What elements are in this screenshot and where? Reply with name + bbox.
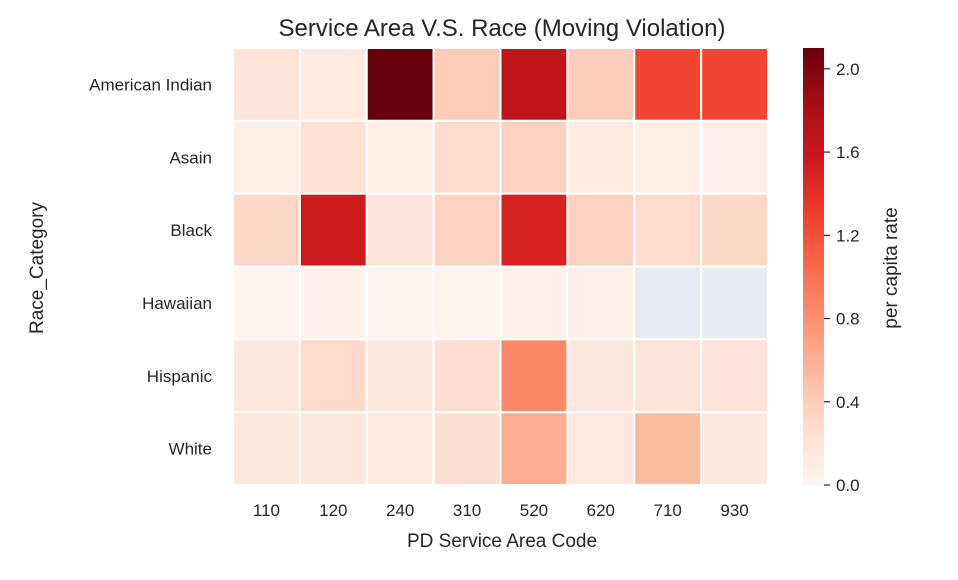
x-tick-label: 520 [520, 501, 548, 520]
heatmap-cell [232, 338, 301, 414]
heatmap-cell [633, 119, 703, 195]
heatmap-cell [700, 265, 769, 341]
heatmap-cell [633, 265, 703, 341]
heatmap-cell [365, 338, 435, 414]
x-tick-label: 110 [253, 501, 280, 520]
heatmap-cell [432, 119, 502, 195]
heatmap-cell [499, 265, 569, 341]
heatmap-cell [432, 47, 502, 122]
heatmap-cell [298, 338, 368, 414]
y-axis-label: Race_Category [27, 201, 48, 334]
heatmap-cell [700, 119, 769, 195]
heatmap-cell [566, 47, 636, 122]
heatmap-cell [365, 265, 435, 341]
heatmap-cell [499, 411, 569, 486]
x-tick-label: 930 [720, 501, 748, 520]
heatmap-cell [432, 338, 502, 414]
heatmap-cell [232, 119, 301, 195]
x-tick-label: 240 [386, 501, 414, 520]
heatmap-cell [633, 338, 703, 414]
colorbar-tick-label: 0.8 [836, 310, 860, 329]
x-axis-label: PD Service Area Code [407, 531, 597, 552]
heatmap-cell [633, 192, 703, 268]
heatmap-cell [298, 192, 368, 268]
heatmap-cells [232, 47, 769, 486]
heatmap-cell [700, 47, 769, 122]
y-tick-label: Hawaiian [142, 294, 212, 313]
y-tick-label: White [169, 440, 212, 459]
heatmap-cell [232, 192, 301, 268]
heatmap-cell [432, 192, 502, 268]
colorbar-tick-label: 0.4 [836, 393, 860, 412]
y-tick-labels: American Indian Asain Black Hawaiian Hispani… [89, 75, 212, 458]
heatmap-cell [298, 411, 368, 486]
y-tick-label: Hispanic [147, 367, 213, 386]
heatmap-cell [232, 411, 301, 486]
heatmap-cell [566, 411, 636, 486]
x-tick-label: 620 [587, 501, 615, 520]
heatmap-cell [633, 411, 703, 486]
colorbar-tick-label: 1.2 [836, 226, 860, 245]
heatmap-cell [566, 338, 636, 414]
heatmap-cell [700, 192, 769, 268]
heatmap-cell [499, 47, 569, 122]
heatmap-cell [365, 411, 435, 486]
heatmap-cell [700, 411, 769, 486]
x-tick-label: 710 [654, 501, 682, 520]
heatmap-cell [365, 47, 435, 122]
colorbar-tick-label: 0.0 [836, 476, 860, 495]
heatmap-cell [432, 265, 502, 341]
heatmap-cell [566, 192, 636, 268]
heatmap-cell [499, 338, 569, 414]
heatmap-cell [365, 119, 435, 195]
y-tick-label: Asain [169, 148, 212, 167]
y-tick-label: Black [170, 221, 212, 240]
chart-title: Service Area V.S. Race (Moving Violation… [279, 15, 726, 42]
heatmap-cell [365, 192, 435, 268]
heatmap-cell [232, 47, 301, 122]
x-tick-label: 120 [319, 501, 347, 520]
heatmap-cell [232, 265, 301, 341]
x-tick-label: 310 [453, 501, 481, 520]
heatmap-cell [499, 192, 569, 268]
colorbar-tick-label: 1.6 [836, 143, 860, 162]
x-tick-labels: 110 120 240 310 520 620 710 930 [253, 501, 749, 520]
heatmap-cell [566, 119, 636, 195]
heatmap-cell [499, 119, 569, 195]
colorbar-ticks: 0.0 0.4 0.8 1.2 1.6 2.0 [824, 60, 860, 495]
heatmap-cell [298, 119, 368, 195]
heatmap-cell [298, 265, 368, 341]
heatmap-cell [633, 47, 703, 122]
colorbar-tick-label: 2.0 [836, 60, 860, 79]
heatmap-cell [566, 265, 636, 341]
heatmap-cell [700, 338, 769, 414]
heatmap-cell [432, 411, 502, 486]
heatmap-cell [298, 47, 368, 122]
colorbar [803, 48, 824, 485]
colorbar-label: per capita rate [881, 207, 902, 328]
y-tick-label: American Indian [89, 75, 212, 94]
